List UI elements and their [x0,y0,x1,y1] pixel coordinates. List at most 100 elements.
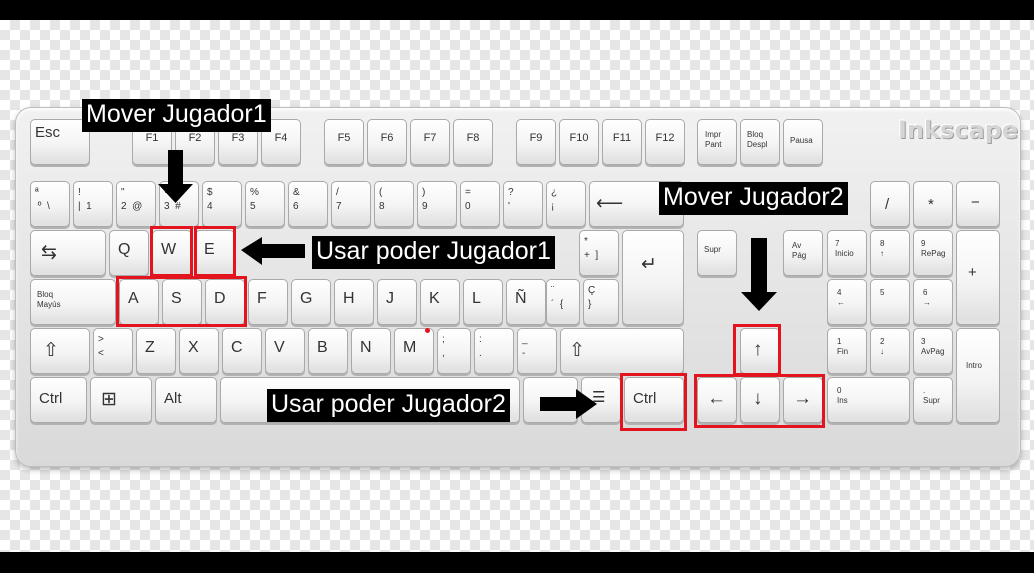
key-label: . Supr [923,386,940,405]
key-numpad-enter[interactable]: Intro [956,328,1000,423]
key-f[interactable]: F [248,279,288,325]
key-numpad-multiply[interactable]: * [913,181,953,227]
key-menu[interactable]: ☰ [581,377,621,423]
key-accent[interactable]: ¨ ´ { [546,279,580,325]
key-9[interactable]: ) 9 [417,181,457,227]
key-q[interactable]: Q [109,230,149,276]
key-label: F2 [188,132,202,144]
key-label: X [188,339,199,356]
key-6[interactable]: & 6 [288,181,328,227]
key-2[interactable]: " 2 @ [116,181,156,227]
key-arrow-down[interactable]: ↓ [740,377,780,423]
key-numpad-2[interactable]: 2 ↓ [870,328,910,374]
key-enter[interactable]: ↵ [622,230,684,325]
key-label: ! | 1 [78,187,92,212]
key-esc[interactable]: Esc [30,119,90,165]
key-l[interactable]: L [463,279,503,325]
key-label: 0 Ins [837,386,848,405]
key-shift-right[interactable]: ⇧ [560,328,684,374]
key-numpad-divide[interactable]: / [870,181,910,227]
key-x[interactable]: X [179,328,219,374]
arrow-down-icon: ↓ [753,388,763,409]
key-f9[interactable]: F9 [516,119,556,165]
key-numpad-5[interactable]: 5 [870,279,910,325]
highlight-asd-keys [116,276,247,327]
key-label: + [968,264,977,281]
key-label: D [214,290,226,307]
key-n[interactable]: N [351,328,391,374]
key-bloq-despl[interactable]: Bloq Despl [740,119,780,165]
key-numpad-plus[interactable]: + [956,230,1000,325]
key-label: B [317,339,328,356]
key-v[interactable]: V [265,328,305,374]
key-ctrl-left[interactable]: Ctrl [30,377,87,423]
key-angle-brackets[interactable]: > < [93,328,133,374]
key-h[interactable]: H [334,279,374,325]
key-j[interactable]: J [377,279,417,325]
key-numpad-1[interactable]: 1 Fin [827,328,867,374]
key-dash[interactable]: _ - [517,328,557,374]
key-label: ; , [442,334,445,359]
key-z[interactable]: Z [136,328,176,374]
key-numpad-4[interactable]: 4 ← [827,279,867,325]
key-label: N [360,339,372,356]
key-impr-pant[interactable]: Impr Pant [697,119,737,165]
key-g[interactable]: G [291,279,331,325]
key-label: % 5 [250,187,259,212]
key-apostrophe[interactable]: ? ' [503,181,543,227]
key-f12[interactable]: F12 [645,119,685,165]
key-bloq-mayus[interactable]: Bloq Mayús [30,279,116,325]
key-f7[interactable]: F7 [410,119,450,165]
key-supr[interactable]: Supr [697,230,737,276]
key-f10[interactable]: F10 [559,119,599,165]
key-7[interactable]: / 7 [331,181,371,227]
key-5[interactable]: % 5 [245,181,285,227]
key-numpad-6[interactable]: 6 → [913,279,953,325]
key-k[interactable]: K [420,279,460,325]
key-tab[interactable]: ⇆ [30,230,106,276]
key-plus[interactable]: * + ] [579,230,619,276]
key-m[interactable]: M [394,328,434,374]
key-b[interactable]: B [308,328,348,374]
key-numpad-minus[interactable]: − [956,181,1000,227]
backspace-icon: ⟵ [596,193,624,214]
key-enye[interactable]: Ñ [506,279,546,325]
key-period[interactable]: : . [474,328,514,374]
key-numpad-7[interactable]: 7 Inicio [827,230,867,276]
key-label: > < [98,334,104,359]
key-label: 3 AvPag [921,337,945,356]
key-shift-left[interactable]: ⇧ [30,328,90,374]
key-s[interactable]: S [162,279,202,325]
key-alt[interactable]: Alt [155,377,217,423]
key-0[interactable]: = 0 [460,181,500,227]
key-numpad-dot[interactable]: . Supr [913,377,953,423]
key-label: ¨ ´ { [551,285,564,310]
tab-icon: ⇆ [41,242,57,263]
key-f11[interactable]: F11 [602,119,642,165]
key-inverted-exclamation[interactable]: ¿ ¡ [546,181,586,227]
key-1[interactable]: ! | 1 [73,181,113,227]
key-label: * + ] [584,236,599,261]
key-windows[interactable]: ⊞ [90,377,152,423]
key-numpad-8[interactable]: 8 ↑ [870,230,910,276]
key-f5[interactable]: F5 [324,119,364,165]
key-av-pag[interactable]: Av Pág [783,230,823,276]
key-arrow-left[interactable]: ← [697,377,737,423]
key-8[interactable]: ( 8 [374,181,414,227]
key-f6[interactable]: F6 [367,119,407,165]
key-ordinal[interactable]: ª º \ [30,181,70,227]
key-comma[interactable]: ; , [437,328,471,374]
key-numpad-0[interactable]: 0 Ins [827,377,910,423]
key-label: Z [145,339,155,356]
key-cedilla[interactable]: Ç } [583,279,619,325]
key-label: L [472,290,481,307]
key-ctrl-right[interactable]: Ctrl [624,377,684,423]
shift-icon: ⇧ [43,340,59,361]
key-numpad-9[interactable]: 9 RePag [913,230,953,276]
key-numpad-3[interactable]: 3 AvPag [913,328,953,374]
red-dot-marker [425,328,430,333]
key-pausa[interactable]: Pausa [783,119,823,165]
key-f8[interactable]: F8 [453,119,493,165]
key-c[interactable]: C [222,328,262,374]
key-label: Ñ [515,290,527,307]
